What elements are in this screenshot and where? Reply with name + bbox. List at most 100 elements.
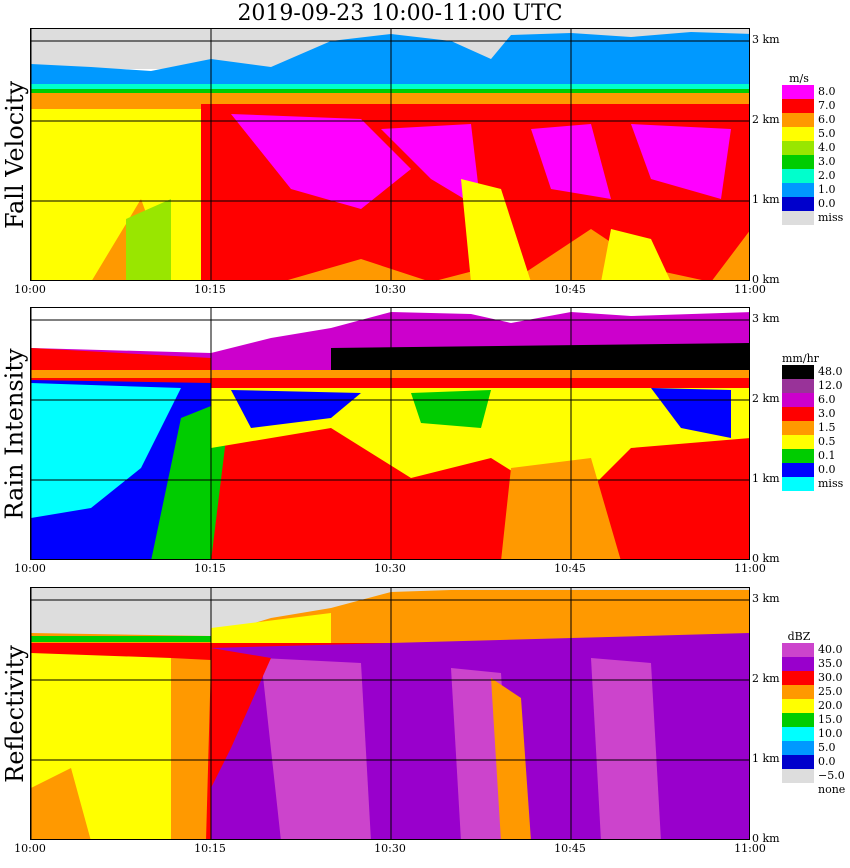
legend-swatch [782,449,814,463]
legend-swatch [782,197,814,211]
panel-label-rain-intensity: Rain Intensity [1,347,30,520]
legend-unit: mm/hr [782,352,819,365]
legend-entry: miss [782,211,846,225]
y-tick-label: 2 km [752,113,780,126]
legend-entry: 40.0 [782,643,846,657]
legend-swatch [782,183,814,197]
legend-swatch [782,365,814,379]
legend-swatch [782,211,814,225]
legend-value: 1.0 [818,183,836,196]
legend-swatch [782,699,814,713]
legend-value: 5.0 [818,741,836,754]
legend-entry: 6.0 [782,393,846,407]
legend-entry: 2.0 [782,169,846,183]
legend-entry: 4.0 [782,141,846,155]
x-tick-label: 10:45 [554,562,586,575]
y-tick-label: 3 km [752,33,780,46]
legend-value: 4.0 [818,141,836,154]
legend-entry: 0.0 [782,755,846,769]
legend-value: 48.0 [818,365,843,378]
reflectivity-plot [31,588,749,839]
legend-reflectivity: dBZ 40.0 35.0 30.0 25.0 20.0 15.0 10.0 5.0 0.0 −5.… [782,630,846,797]
x-tick-label: 10:30 [374,283,406,296]
legend-entry: 7.0 [782,99,846,113]
legend-swatch [782,393,814,407]
x-tick-label: 10:15 [194,283,226,296]
legend-swatch [782,169,814,183]
legend-swatch [782,379,814,393]
x-tick-label: 10:30 [374,562,406,575]
y-tick-label: 0 km [752,552,780,565]
legend-value: 6.0 [818,113,836,126]
legend-swatch [782,407,814,421]
legend-entry: −5.0 [782,769,846,783]
rain-intensity-plot [31,308,749,559]
legend-entry: 0.0 [782,463,846,477]
legend-entry: 15.0 [782,713,846,727]
x-tick-label: 10:00 [14,842,46,855]
fall-velocity-heatmap [30,28,750,281]
x-tick-label: 10:15 [194,562,226,575]
y-tick-label: 0 km [752,273,780,286]
legend-swatch [782,463,814,477]
legend-value: 0.1 [818,449,836,462]
x-tick-label: 10:00 [14,562,46,575]
legend-value: 6.0 [818,393,836,406]
x-tick-label: 11:00 [734,842,766,855]
reflectivity-heatmap [30,587,750,840]
legend-swatch [782,127,814,141]
legend-value: 12.0 [818,379,843,392]
legend-swatch [782,783,814,797]
legend-swatch [782,727,814,741]
legend-unit: dBZ [787,630,811,643]
legend-swatch [782,657,814,671]
legend-value: 25.0 [818,685,843,698]
y-tick-label: 2 km [752,392,780,405]
legend-entry: none [782,783,846,797]
legend-value: miss [818,211,844,224]
legend-swatch [782,421,814,435]
legend-swatch [782,435,814,449]
legend-entry: miss [782,477,846,491]
legend-value: 7.0 [818,99,836,112]
y-tick-label: 1 km [752,193,780,206]
legend-rain-intensity: mm/hr 48.0 12.0 6.0 3.0 1.5 0.5 0.1 0.0 miss [782,352,846,491]
legend-entry: 0.1 [782,449,846,463]
legend-value: 1.5 [818,421,836,434]
legend-entry: 30.0 [782,671,846,685]
legend-swatch [782,713,814,727]
legend-swatch [782,85,814,99]
legend-swatch [782,769,814,783]
panel-label-reflectivity: Reflectivity [1,644,29,783]
legend-entry: 5.0 [782,741,846,755]
legend-swatch [782,685,814,699]
legend-swatch [782,113,814,127]
legend-swatch [782,741,814,755]
legend-fall-velocity: m/s 8.0 7.0 6.0 5.0 4.0 3.0 2.0 1.0 0.0 miss [782,72,846,225]
legend-swatch [782,155,814,169]
legend-value: 0.5 [818,435,836,448]
legend-entry: 0.5 [782,435,846,449]
y-tick-label: 3 km [752,592,780,605]
legend-value: 3.0 [818,155,836,168]
y-tick-label: 0 km [752,832,780,845]
legend-entry: 48.0 [782,365,846,379]
legend-entry: 5.0 [782,127,846,141]
rain-intensity-heatmap [30,307,750,560]
legend-entry: 20.0 [782,699,846,713]
legend-value: 2.0 [818,169,836,182]
legend-swatch [782,671,814,685]
legend-value: 40.0 [818,643,843,656]
legend-entry: 10.0 [782,727,846,741]
x-tick-label: 10:45 [554,842,586,855]
legend-entry: 12.0 [782,379,846,393]
x-tick-label: 10:45 [554,283,586,296]
legend-value: 10.0 [818,727,843,740]
legend-entry: 8.0 [782,85,846,99]
legend-value: none [818,783,846,796]
x-tick-label: 10:15 [194,842,226,855]
legend-swatch [782,643,814,657]
legend-value: 35.0 [818,657,843,670]
chart-title: 2019-09-23 10:00-11:00 UTC [237,1,563,26]
legend-value: 0.0 [818,197,836,210]
